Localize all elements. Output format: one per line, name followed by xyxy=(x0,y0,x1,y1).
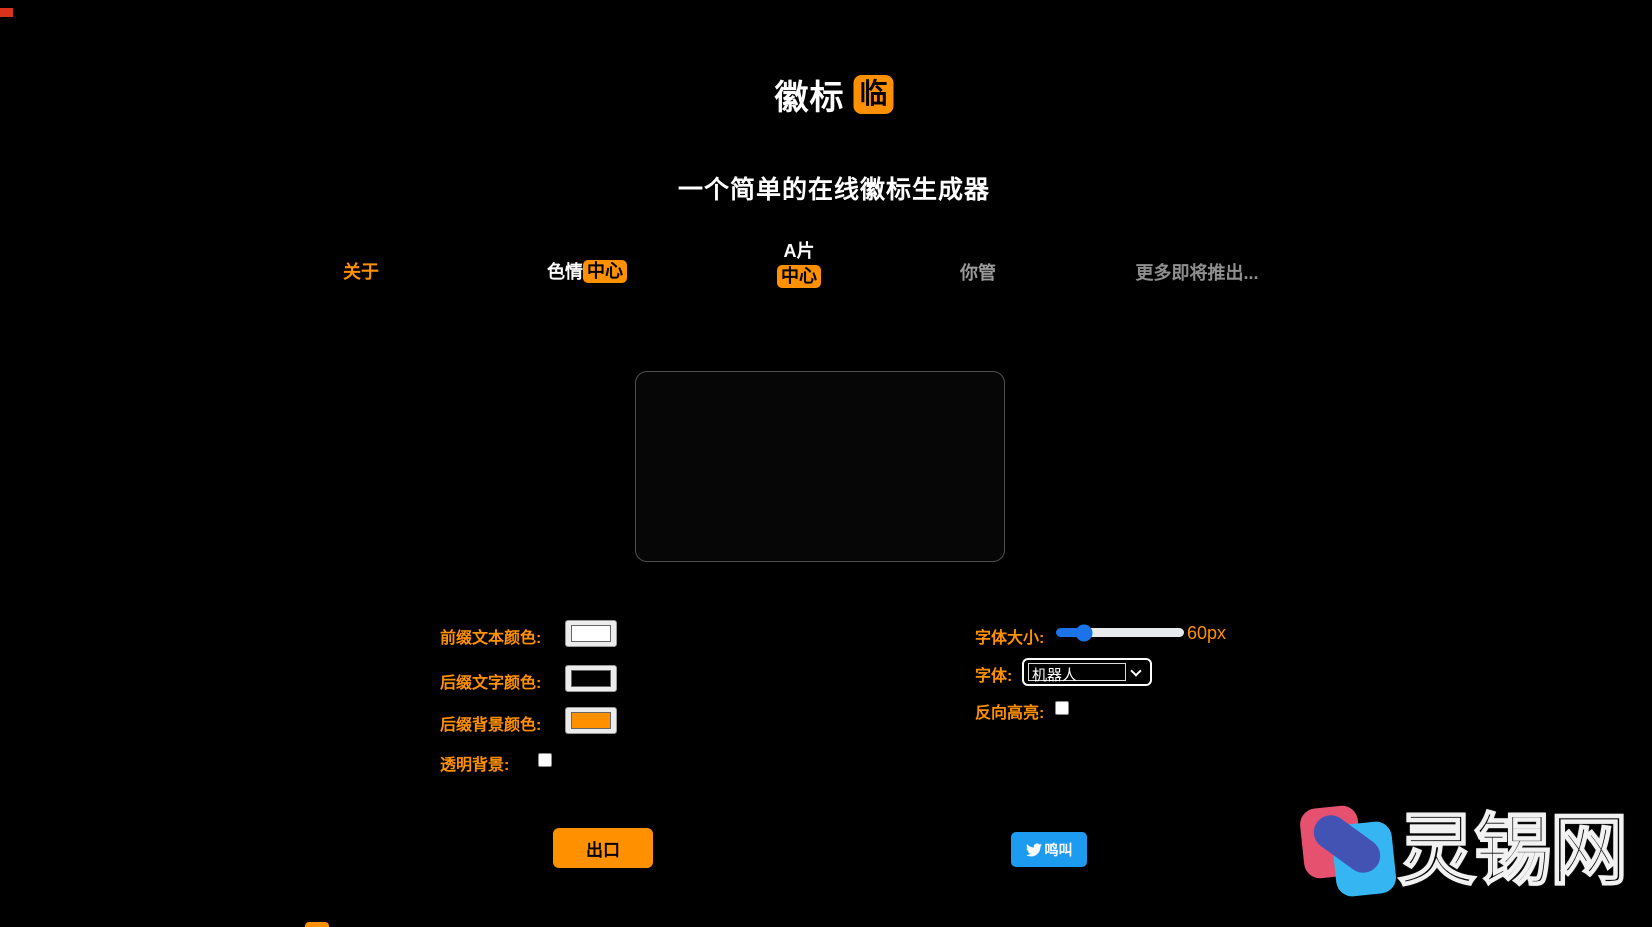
suffix-text-color-picker[interactable] xyxy=(565,665,617,692)
font-size-slider-thumb[interactable] xyxy=(1075,624,1093,641)
nav-item-av-center[interactable]: A片 中心 xyxy=(777,237,821,288)
invert-highlight-label: 反向高亮: xyxy=(975,705,1045,722)
prefix-text-color-label: 前缀文本颜色: xyxy=(440,630,542,647)
prefix-text-color-swatch xyxy=(571,625,611,642)
logo-preview-canvas xyxy=(635,371,1005,562)
twitter-bird-icon xyxy=(1025,842,1042,857)
font-select-focus-ring xyxy=(1028,663,1126,681)
nav-av-badge: 中心 xyxy=(777,265,821,288)
font-size-label: 字体大小: xyxy=(975,630,1045,647)
watermark-text: 灵锡网 xyxy=(1397,806,1629,895)
watermark: 灵锡网 xyxy=(1298,797,1629,905)
tweet-button[interactable]: 鸣叫 xyxy=(1011,832,1087,867)
suffix-text-color-swatch xyxy=(571,670,611,687)
site-title-badge: 临 xyxy=(853,75,894,114)
transparent-bg-label: 透明背景: xyxy=(440,757,510,774)
top-left-red-mark xyxy=(0,8,13,17)
nav-item-yg[interactable]: 你管 xyxy=(960,263,996,283)
site-title-text: 徽标 xyxy=(774,79,845,117)
font-size-slider[interactable] xyxy=(1056,624,1184,641)
nav-item-porn-center[interactable]: 色情 中心 xyxy=(547,258,627,284)
font-select-value: 机器人 xyxy=(1032,667,1078,684)
nav-porn-badge: 中心 xyxy=(583,259,627,283)
watermark-logo-icon xyxy=(1300,805,1396,897)
font-label: 字体: xyxy=(975,668,1013,685)
invert-highlight-checkbox[interactable] xyxy=(1055,701,1069,715)
page-subtitle: 一个简单的在线徽标生成器 xyxy=(677,176,991,204)
suffix-bg-color-swatch xyxy=(571,712,611,729)
site-logo: 徽标 临 xyxy=(774,70,894,119)
chevron-down-icon xyxy=(1130,665,1142,677)
nav-av-line1: A片 xyxy=(783,241,815,261)
export-button[interactable]: 出口 xyxy=(553,828,653,868)
font-size-value: 60px xyxy=(1187,623,1227,643)
bottom-orange-peek xyxy=(305,922,329,927)
nav-item-about[interactable]: 关于 xyxy=(343,262,379,282)
suffix-bg-color-picker[interactable] xyxy=(565,707,617,734)
nav-item-more-coming: 更多即将推出... xyxy=(1135,263,1259,283)
tweet-button-label: 鸣叫 xyxy=(1044,841,1073,858)
prefix-text-color-picker[interactable] xyxy=(565,620,617,647)
font-select[interactable]: 机器人 xyxy=(1022,658,1152,686)
suffix-bg-color-label: 后缀背景颜色: xyxy=(440,717,542,734)
nav-porn-prefix: 色情 xyxy=(547,262,583,282)
suffix-text-color-label: 后缀文字颜色: xyxy=(440,675,542,692)
transparent-bg-checkbox[interactable] xyxy=(538,753,552,767)
